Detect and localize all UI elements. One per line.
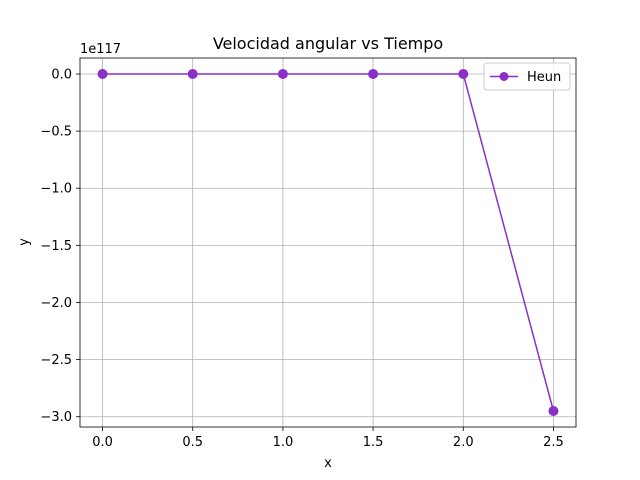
data-point: [277, 68, 288, 79]
y-tick-label: −2.0: [40, 296, 72, 311]
legend: Heun: [483, 62, 571, 91]
x-tick-label: 0.5: [182, 435, 203, 450]
y-axis-label: y: [17, 238, 32, 246]
x-axis-label: x: [324, 456, 332, 471]
chart-title: Velocidad angular vs Tiempo: [213, 34, 443, 53]
y-tick-label: −1.5: [40, 239, 72, 254]
y-axis-offset-text: 1e117: [80, 42, 121, 57]
x-tick-label: 2.5: [543, 435, 564, 450]
y-tick-label: 0.0: [51, 67, 72, 82]
x-tick-label: 0.0: [92, 435, 113, 450]
y-tick-label: −1.0: [40, 182, 72, 197]
x-tick-label: 2.0: [453, 435, 474, 450]
series-layer: [97, 68, 559, 417]
x-tick-label: 1.5: [363, 435, 384, 450]
data-point: [187, 68, 198, 79]
data-point: [97, 68, 108, 79]
data-point: [458, 68, 469, 79]
axes: 0.0 0.5 1.0 1.5 2.0 2.5 0.0 −0.5 −1.0 −1.5 −2.0 −2.…: [40, 57, 577, 450]
legend-label: Heun: [527, 70, 561, 85]
series-line-heun: [102, 73, 555, 412]
data-point: [368, 68, 379, 79]
y-tick-label: −3.0: [40, 410, 72, 425]
legend-marker-swatch: [499, 72, 509, 81]
legend-box: [483, 62, 571, 91]
grid: [80, 58, 576, 427]
y-tick-label: −2.5: [40, 353, 72, 368]
x-tick-label: 1.0: [273, 435, 294, 450]
plot-frame: [79, 57, 577, 428]
data-point: [548, 406, 559, 417]
y-tick-label: −0.5: [40, 125, 72, 140]
